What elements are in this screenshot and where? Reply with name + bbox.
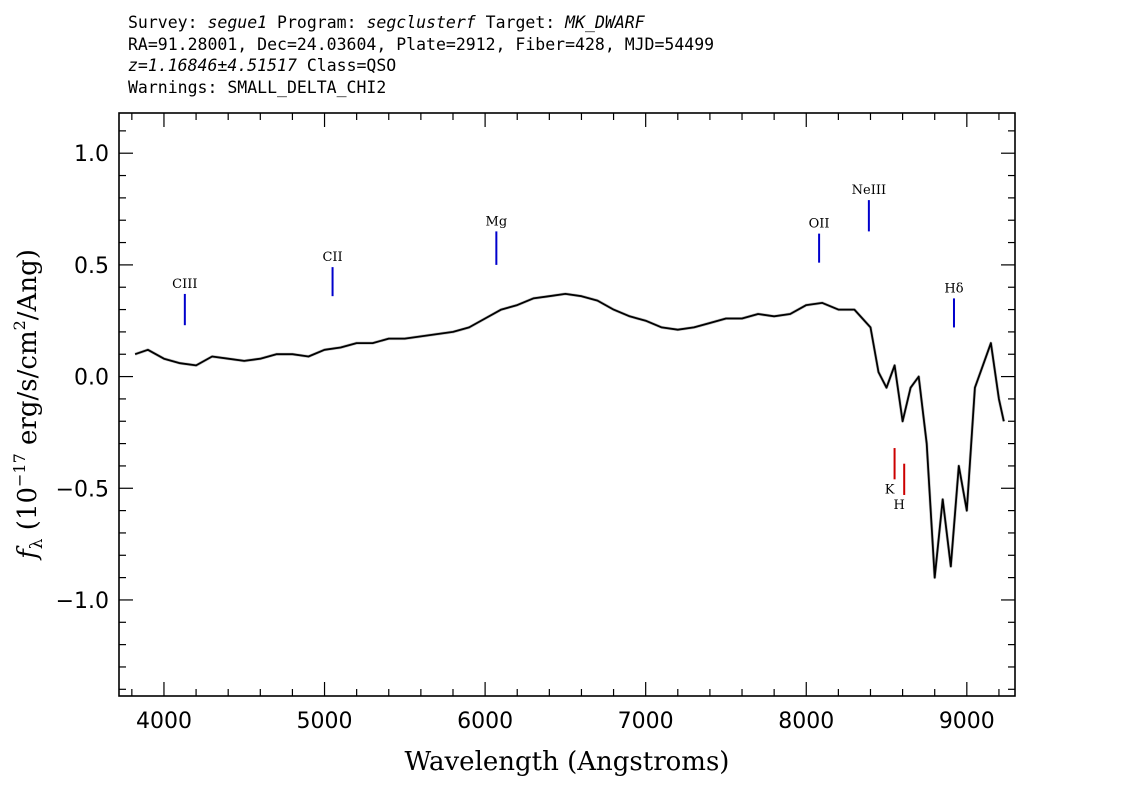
header-line-redshift: z=1.16846±4.51517 Class=QSO [128, 55, 714, 77]
marker-label: Hδ [944, 281, 963, 296]
x-tick-label: 8000 [778, 709, 834, 734]
marker-label: CII [322, 250, 342, 265]
target-value: MK_DWARF [565, 13, 645, 32]
marker-label: NeIII [852, 183, 886, 198]
y-tick-label: 0.5 [74, 254, 109, 279]
line-marker-2: Mg [486, 214, 508, 265]
marker-label: CIII [172, 277, 197, 292]
y-tick-label: 0.0 [74, 366, 109, 391]
line-marker-1: CII [322, 250, 343, 297]
x-axis-title: Wavelength (Angstroms) [405, 747, 730, 777]
survey-value: segue1 [207, 13, 268, 32]
line-marker-3: OII [809, 217, 830, 263]
program-label: Program: [277, 13, 357, 32]
y-tick-label: −1.0 [56, 589, 109, 614]
marker-label: OII [809, 217, 830, 232]
redshift-value: z=1.16846±4.51517 [128, 56, 297, 75]
plot-frame [118, 112, 1016, 697]
y-tick-label: −0.5 [56, 477, 109, 502]
program-value: segclusterf [366, 13, 476, 32]
line-marker-7: H [894, 463, 906, 513]
x-tick-label: 4000 [136, 709, 192, 734]
x-tick-label: 6000 [457, 709, 513, 734]
line-marker-5: Hδ [944, 281, 964, 328]
header-line-warnings: Warnings: SMALL_DELTA_CHI2 [128, 77, 387, 97]
spectrum-header: Survey: segue1 Program: segclusterf Targ… [128, 12, 714, 98]
series-line-flux-smoothed [134, 292, 1005, 579]
marker-label: K [885, 482, 895, 497]
line-marker-4: NeIII [852, 183, 886, 232]
y-axis-title: fλ (10−17 erg/s/cm2/Ang) [10, 249, 47, 561]
survey-label: Survey: [128, 13, 198, 32]
y-tick-label: 1.0 [74, 142, 109, 167]
class-value: Class=QSO [306, 56, 397, 75]
line-marker-layer: CIII CII Mg OII NeIII Hδ KH [172, 183, 964, 513]
series-line-flux [134, 292, 1006, 580]
header-line-coordinates: RA=91.28001, Dec=24.03604, Plate=2912, F… [128, 34, 715, 54]
line-marker-0: CIII [172, 277, 198, 326]
tick-layer: 4000 5000 6000 7000 8000 9000 −1.0 −0.5 0.0 0.5 1.… [56, 113, 1015, 734]
line-marker-6: K [885, 448, 896, 497]
series-layer [134, 292, 1006, 580]
marker-label: H [894, 498, 905, 513]
x-tick-label: 7000 [618, 709, 674, 734]
target-label: Target: [485, 13, 556, 32]
x-tick-label: 5000 [297, 709, 353, 734]
x-tick-label: 9000 [939, 709, 995, 734]
header-line-survey: Survey: segue1 Program: segclusterf Targ… [128, 12, 714, 34]
marker-label: Mg [486, 214, 508, 229]
